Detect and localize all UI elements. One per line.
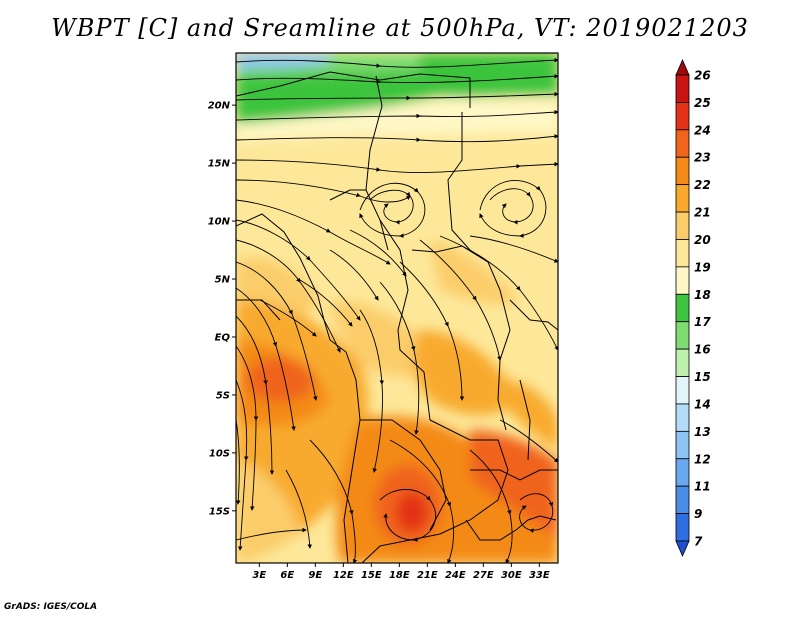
- colorbar-bin: [675, 403, 690, 432]
- colorbar-bin: [675, 102, 690, 131]
- colorbar-level-label: 21: [694, 206, 711, 220]
- colorbar-level-label: 18: [694, 288, 711, 302]
- colorbar-level-label: 12: [694, 452, 711, 466]
- colorbar-bin: [675, 458, 690, 487]
- colorbar-level-label: 22: [694, 178, 711, 192]
- plot-frame: [235, 52, 559, 564]
- colorbar-bin: [675, 156, 690, 186]
- lat-label: EQ: [215, 332, 231, 343]
- colorbar-level-label: 26: [694, 69, 711, 83]
- colorbar-bin: [675, 239, 690, 268]
- lon-label: 21E: [417, 570, 438, 581]
- colorbar-level-label: 15: [694, 370, 711, 384]
- lon-label: 27E: [473, 570, 494, 581]
- colorbar-bin: [675, 129, 690, 158]
- colorbar-level-label: 9: [694, 507, 702, 521]
- colorbar-bin: [675, 184, 690, 213]
- colorbar-bin: [675, 513, 690, 542]
- colorbar-level-label: 7: [694, 535, 703, 549]
- longitude-axis: 3E 6E 9E 12E 15E 18E 21E 24E 27E 30E 33E: [252, 563, 550, 581]
- lon-label: 24E: [445, 570, 466, 581]
- lon-label: 9E: [308, 570, 322, 581]
- colorbar-level-label: 19: [694, 260, 711, 274]
- colorbar-bin: [675, 293, 690, 323]
- colorbar-bin: [675, 430, 690, 460]
- colorbar-level-label: 17: [694, 315, 711, 329]
- lon-label: 30E: [501, 570, 522, 581]
- lat-label: 10S: [209, 448, 230, 459]
- lat-label: 10N: [208, 217, 231, 228]
- wbpt-shading: [236, 53, 558, 563]
- lon-label: 15E: [361, 570, 382, 581]
- colorbar-bin: [675, 266, 690, 295]
- lon-label: 12E: [333, 570, 354, 581]
- map-title: WBPT [C] and Sreamline at 500hPa, VT: 20…: [51, 14, 749, 42]
- colorbar-level-label: 25: [694, 96, 711, 110]
- lat-label: 5S: [216, 390, 230, 401]
- streamlines: [236, 57, 558, 563]
- grads-credit: GrADS: IGES/COLA: [4, 602, 98, 612]
- lon-label: 18E: [389, 570, 410, 581]
- colorbar-level-label: 11: [694, 480, 711, 494]
- colorbar: 26 25 24 23 22 21 20 19 18 17 16 15 14 13 12 11 9 7: [675, 58, 711, 558]
- colorbar-bin: [675, 348, 690, 377]
- colorbar-level-label: 20: [694, 233, 711, 247]
- colorbar-level-label: 23: [694, 151, 711, 165]
- latitude-axis: 20N 15N 10N 5N EQ 5S 10S 15S: [208, 101, 236, 517]
- colorbar-bin: [675, 74, 690, 103]
- lon-label: 33E: [529, 570, 550, 581]
- lat-label: 5N: [215, 275, 231, 286]
- colorbar-max-triangle: [675, 58, 690, 76]
- lat-label: 15N: [208, 159, 231, 170]
- colorbar-bin: [675, 376, 690, 405]
- lon-label: 3E: [252, 570, 266, 581]
- lon-label: 6E: [280, 570, 294, 581]
- colorbar-level-label: 24: [694, 123, 711, 137]
- colorbar-bin: [675, 321, 690, 350]
- colorbar-bin: [675, 485, 690, 514]
- colorbar-min-triangle: [675, 540, 690, 558]
- lat-label: 15S: [209, 506, 230, 517]
- colorbar-bin: [675, 211, 690, 240]
- colorbar-level-label: 13: [694, 425, 711, 439]
- colorbar-level-label: 14: [694, 397, 711, 411]
- map-plot-area: [236, 53, 558, 563]
- lat-label: 20N: [208, 101, 231, 112]
- colorbar-level-label: 16: [694, 343, 711, 357]
